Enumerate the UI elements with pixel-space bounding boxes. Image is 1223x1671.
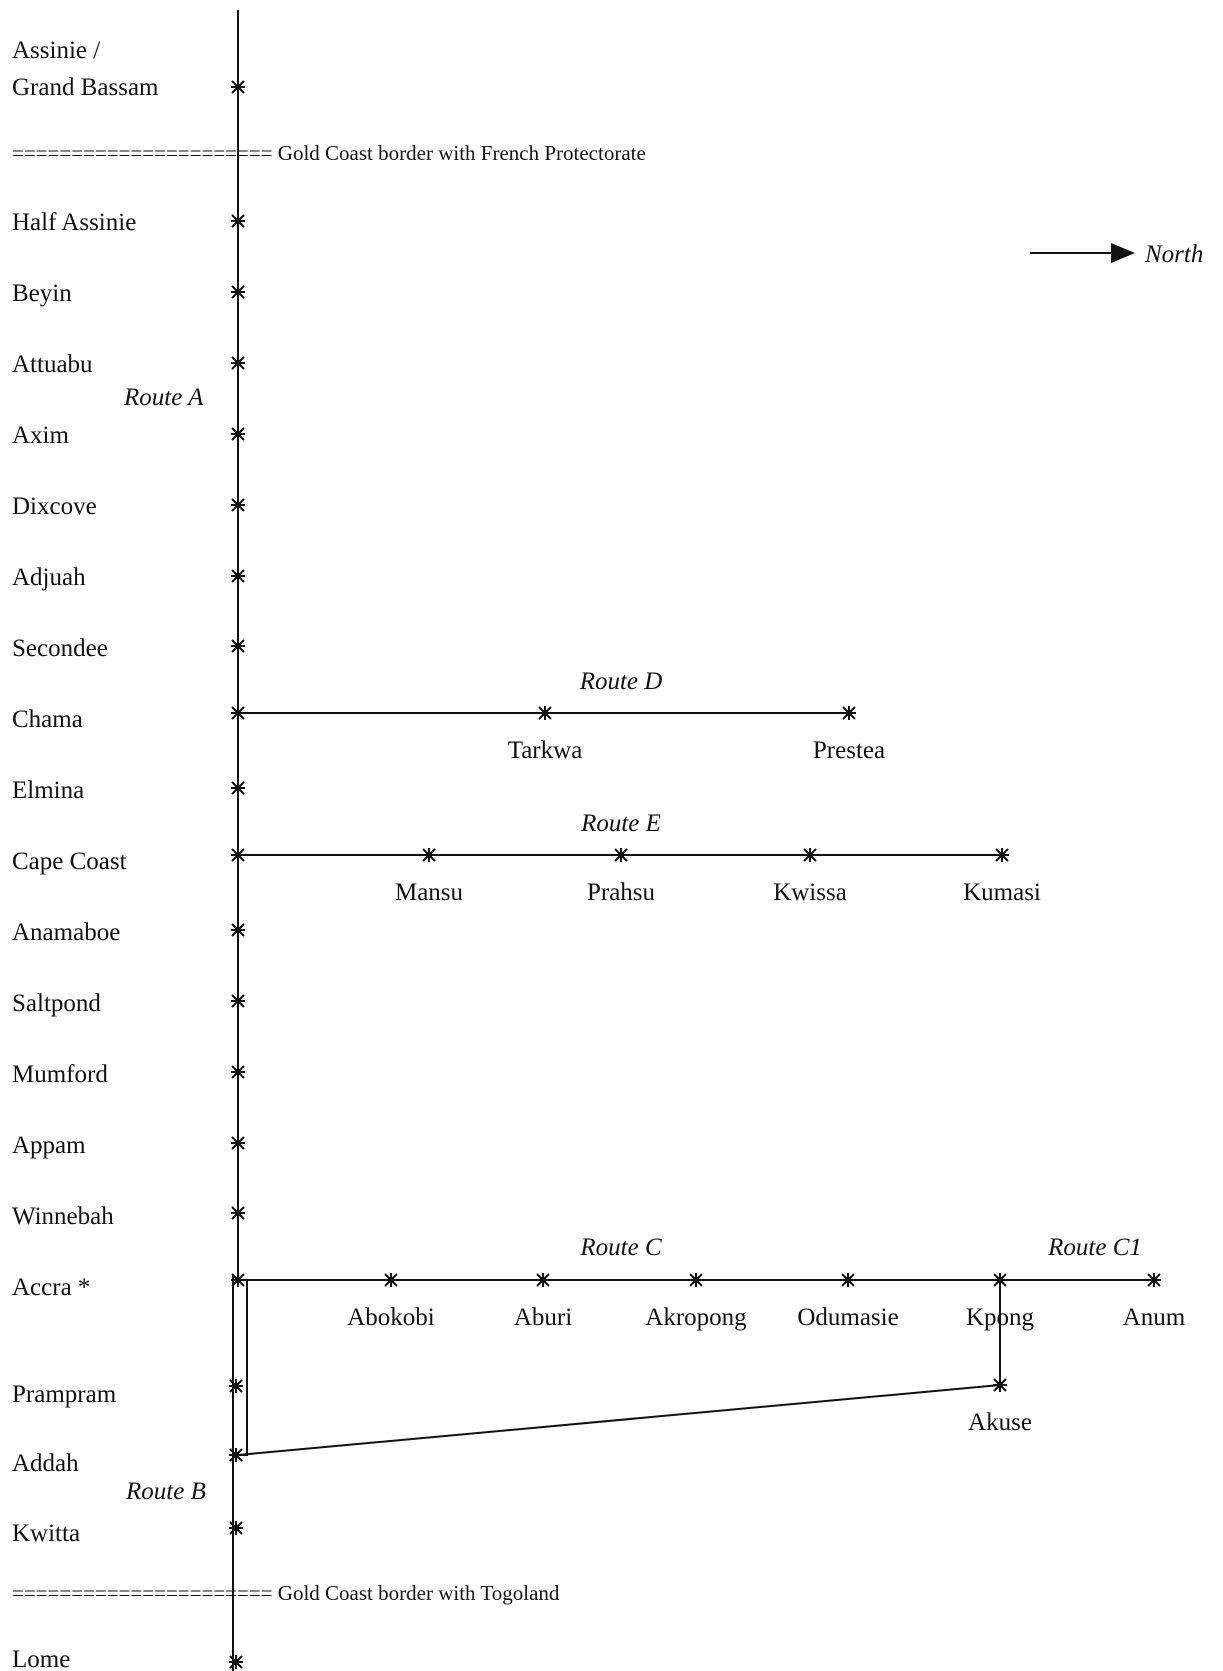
station-marker-aburi (535, 1272, 551, 1288)
town-label: Mumford (12, 1061, 108, 1088)
stop-label-akuse: Akuse (968, 1409, 1032, 1436)
route-c-label: Route C (579, 1234, 662, 1261)
stop-label-odumasie: Odumasie (797, 1304, 898, 1331)
station-marker-prahsu (613, 847, 629, 863)
stop-label-kumasi: Kumasi (963, 879, 1041, 906)
station-marker-dixcove (230, 497, 246, 513)
town-label: Dixcove (12, 493, 97, 520)
town-label: Saltpond (12, 990, 101, 1017)
town-label: Beyin (12, 280, 72, 307)
town-label: Half Assinie (12, 209, 136, 236)
akuse-branch: Akuse (968, 1377, 1032, 1436)
north-label: North (1144, 241, 1203, 268)
station-marker-odumasie (840, 1272, 856, 1288)
station-marker-anum (1146, 1272, 1162, 1288)
town-label: Kwitta (12, 1520, 80, 1547)
stop-label-prahsu: Prahsu (587, 879, 656, 906)
station-marker-akropong (688, 1272, 704, 1288)
border-togoland: ====================== Gold Coast border… (12, 1581, 560, 1605)
route-e-label: Route E (580, 810, 661, 837)
stop-label-kwissa: Kwissa (773, 879, 847, 906)
station-marker-accra (230, 1272, 246, 1288)
station-marker-saltpond (230, 993, 246, 1009)
addah-akuse-connector (237, 1384, 1001, 1456)
town-label: Secondee (12, 635, 108, 662)
station-marker-addah (228, 1447, 244, 1463)
station-marker-mansu (421, 847, 437, 863)
station-marker-tarkwa (537, 705, 553, 721)
stop-label-abokobi: Abokobi (347, 1304, 435, 1331)
accra-addah-connector (238, 1279, 248, 1456)
town-label: Lome (12, 1646, 70, 1671)
station-marker-attuabu (230, 355, 246, 371)
route-d-stops: Tarkwa Prestea (508, 705, 885, 764)
station-marker-kpong (992, 1272, 1008, 1288)
town-label: Addah (12, 1450, 79, 1477)
town-label: Chama (12, 706, 83, 733)
station-marker-prampram (228, 1378, 244, 1394)
station-marker-elmina (230, 780, 246, 796)
station-marker-cape-coast (230, 847, 246, 863)
coastal-town-labels: Assinie / Grand Bassam Half Assinie Beyi… (12, 37, 159, 1671)
stop-label-aburi: Aburi (514, 1304, 572, 1331)
route-e-stops: Mansu Prahsu Kwissa Kumasi (395, 847, 1041, 906)
town-label: Elmina (12, 777, 84, 804)
station-marker-axim (230, 426, 246, 442)
town-label: Accra * (12, 1274, 90, 1301)
station-marker-appam (230, 1135, 246, 1151)
town-label: Assinie / (12, 37, 100, 64)
town-label: Winnebah (12, 1203, 114, 1230)
station-marker-akuse (992, 1377, 1008, 1393)
station-marker-adjuah (230, 568, 246, 584)
border-french-protectorate: ====================== Gold Coast border… (12, 141, 646, 165)
station-marker-secondee (230, 638, 246, 654)
station-marker-mumford (230, 1064, 246, 1080)
town-label: Axim (12, 422, 70, 449)
station-marker-assinie (230, 79, 246, 95)
station-marker-kumasi (994, 847, 1010, 863)
route-b-label: Route B (125, 1478, 206, 1505)
route-d-label: Route D (579, 668, 663, 695)
town-label: Anamaboe (12, 919, 120, 946)
town-label: Adjuah (12, 564, 86, 591)
stop-label-tarkwa: Tarkwa (508, 737, 583, 764)
route-a-label: Route A (123, 384, 204, 411)
station-marker-anamaboe (230, 922, 246, 938)
station-marker-half-assinie (230, 213, 246, 229)
town-label: Attuabu (12, 351, 93, 378)
stop-label-prestea: Prestea (813, 737, 885, 764)
stop-label-kpong: Kpong (966, 1304, 1035, 1331)
route-c1-label: Route C1 (1047, 1234, 1142, 1261)
station-marker-winnebah (230, 1205, 246, 1221)
station-marker-prestea (841, 705, 857, 721)
town-label: Cape Coast (12, 848, 127, 875)
station-marker-kwissa (802, 847, 818, 863)
stop-label-mansu: Mansu (395, 879, 464, 906)
town-label: Appam (12, 1132, 86, 1159)
town-label: Grand Bassam (12, 74, 159, 101)
town-label: Prampram (12, 1381, 117, 1408)
stop-label-akropong: Akropong (645, 1304, 747, 1331)
route-c-stops: Abokobi Aburi Akropong Odumasie Kpong An… (347, 1272, 1186, 1331)
station-marker-beyin (230, 284, 246, 300)
station-marker-lome (228, 1654, 244, 1670)
stop-label-anum: Anum (1123, 1304, 1186, 1331)
station-marker-kwitta (228, 1520, 244, 1536)
station-marker-chama (230, 705, 246, 721)
station-marker-abokobi (383, 1272, 399, 1288)
